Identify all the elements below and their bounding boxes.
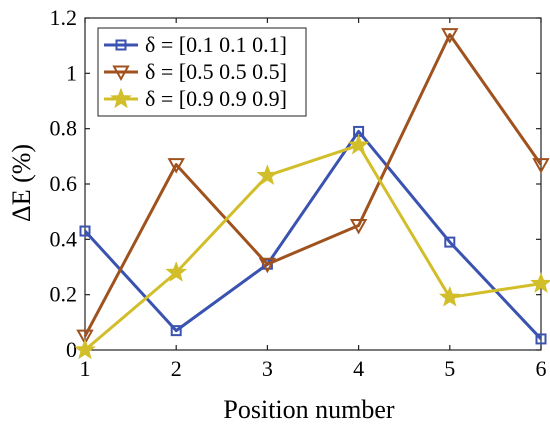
series-3 bbox=[74, 133, 550, 360]
y-axis-title: ΔE (%) bbox=[7, 144, 36, 222]
x-tick-label: 2 bbox=[171, 356, 182, 381]
legend-label-1: δ = [0.1 0.1 0.1] bbox=[145, 32, 287, 57]
y-tick-label: 0 bbox=[66, 337, 77, 362]
series-1-point bbox=[170, 325, 182, 337]
series-1-point bbox=[535, 333, 547, 345]
x-tick-label: 3 bbox=[262, 356, 273, 381]
series-2-point bbox=[349, 219, 368, 235]
x-tick-label: 4 bbox=[353, 356, 364, 381]
y-tick-label: 0.6 bbox=[50, 171, 78, 196]
legend-marker-2 bbox=[112, 65, 130, 82]
x-axis-title: Position number bbox=[223, 395, 395, 424]
x-tick-label: 6 bbox=[536, 356, 547, 381]
series-3-point bbox=[165, 261, 188, 282]
series-1-point bbox=[79, 225, 91, 237]
series-3-point bbox=[74, 338, 96, 360]
series-3-point bbox=[347, 133, 370, 155]
y-tick-label: 1.2 bbox=[50, 5, 78, 30]
series-3-point bbox=[438, 286, 461, 307]
series-3-point bbox=[256, 164, 279, 185]
y-tick-label: 0.4 bbox=[50, 226, 78, 251]
series-2-point bbox=[167, 158, 185, 174]
series-2-point bbox=[258, 257, 277, 274]
series-2-point bbox=[76, 329, 94, 346]
series-3-point bbox=[530, 272, 550, 293]
y-tick-label: 0.2 bbox=[50, 282, 78, 307]
y-tick-label: 1 bbox=[66, 60, 77, 85]
series-3-line bbox=[84, 143, 542, 352]
legend: δ = [0.1 0.1 0.1]δ = [0.5 0.5 0.5]δ = [0… bbox=[97, 27, 307, 117]
x-tick-label: 5 bbox=[444, 356, 455, 381]
series-1-point bbox=[444, 236, 456, 248]
series-1-line bbox=[83, 129, 543, 340]
legend-label-2: δ = [0.5 0.5 0.5] bbox=[145, 59, 287, 84]
legend-label-3: δ = [0.9 0.9 0.9] bbox=[145, 86, 287, 111]
series-2-point bbox=[441, 28, 459, 44]
x-tick-label: 1 bbox=[80, 356, 91, 381]
legend-marker-3 bbox=[110, 87, 132, 109]
legend-marker-1 bbox=[115, 39, 127, 51]
series-2-line bbox=[83, 33, 543, 337]
series-2 bbox=[76, 28, 550, 346]
y-tick-label: 0.8 bbox=[50, 116, 78, 141]
series-2-point bbox=[532, 158, 550, 174]
